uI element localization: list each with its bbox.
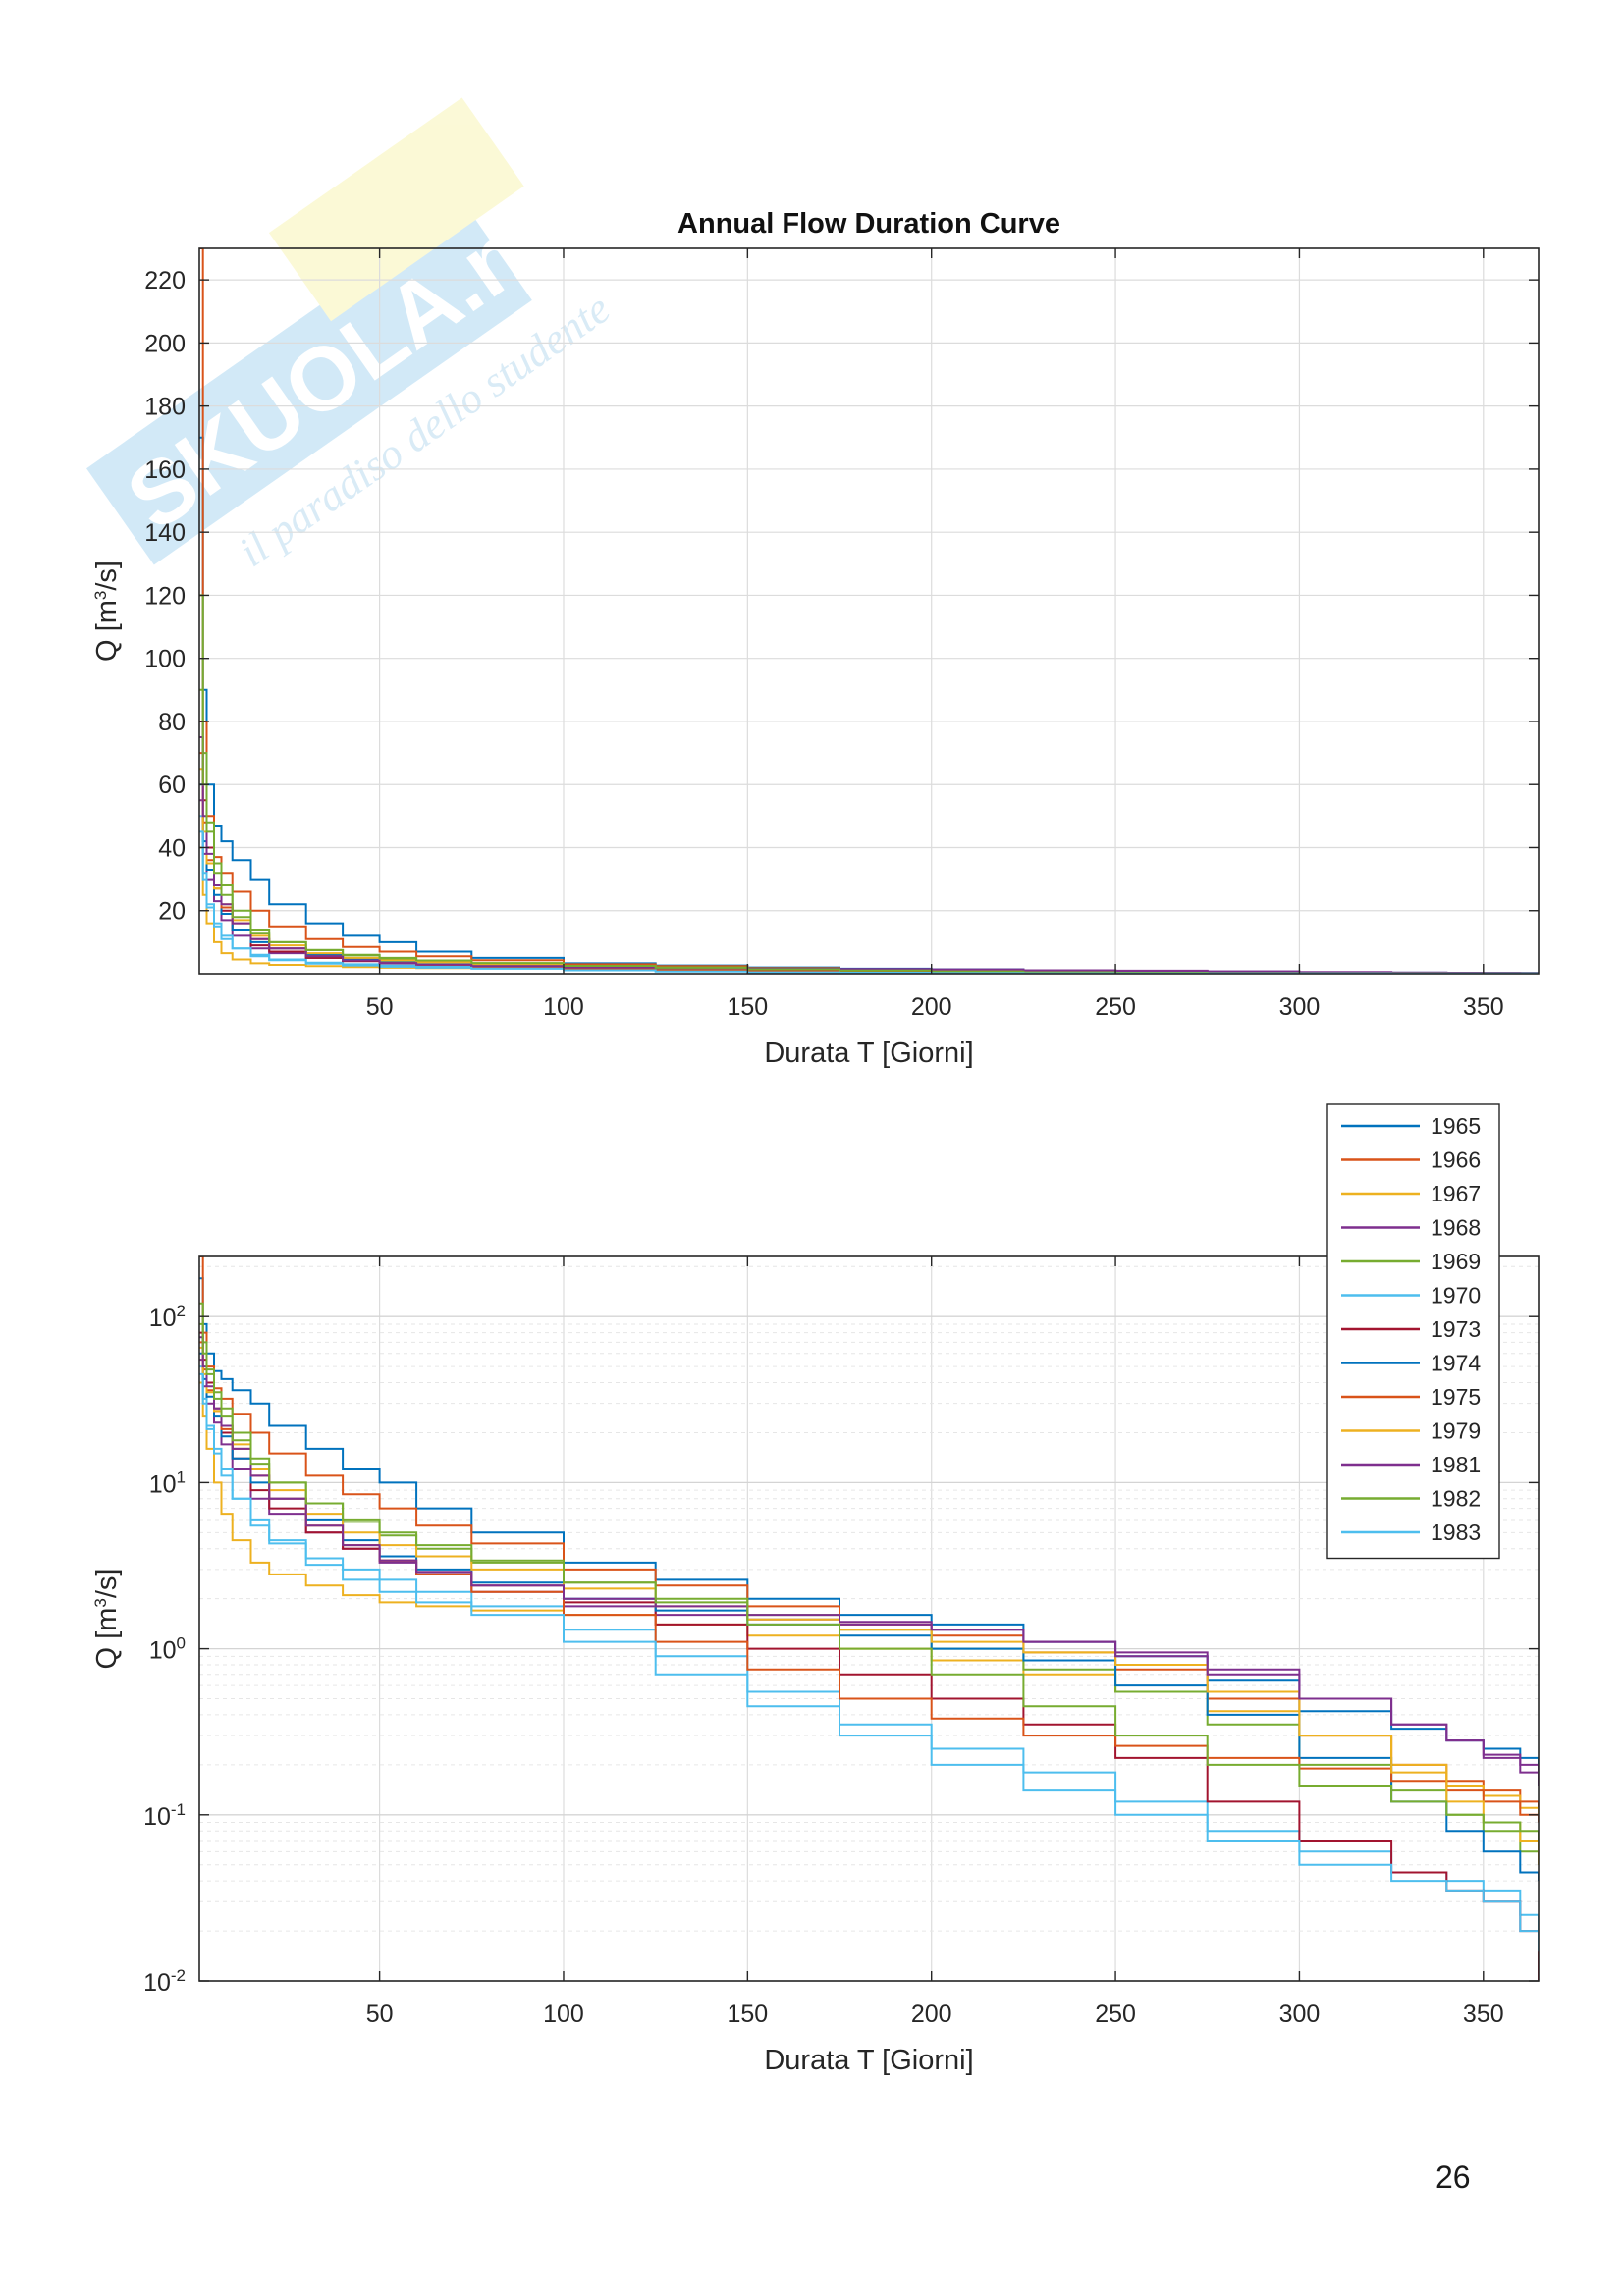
- series-line-1982: [199, 1322, 1539, 1841]
- series-line-1965: [199, 436, 1539, 974]
- x-tick-label: 300: [1279, 993, 1321, 1021]
- legend-label: 1965: [1431, 1113, 1481, 1139]
- series-line-1982: [199, 688, 1539, 974]
- legend-label: 1975: [1431, 1384, 1481, 1410]
- axes-box: [198, 1255, 1540, 1982]
- series-line-1966: [199, 248, 1539, 974]
- legend-label: 1967: [1431, 1181, 1481, 1206]
- chart-title: Annual Flow Duration Curve: [677, 208, 1060, 240]
- x-axis-label: Durata T [Giorni]: [764, 1038, 973, 1069]
- legend-label: 1969: [1431, 1249, 1481, 1274]
- x-tick-label: 150: [727, 993, 768, 1021]
- y-tick-label: 60: [158, 772, 186, 799]
- series-group: [199, 1256, 1539, 1981]
- y-tick-label: 140: [144, 519, 186, 547]
- legend-label: 1970: [1431, 1283, 1481, 1308]
- x-tick-label: 350: [1463, 993, 1504, 1021]
- legend-label: 1983: [1431, 1520, 1481, 1545]
- x-tick-label: 300: [1279, 2001, 1321, 2028]
- legend-box: [1326, 1103, 1500, 1560]
- legend-label: 1966: [1431, 1148, 1481, 1173]
- axes-box: [198, 247, 1540, 975]
- series-line-1983: [199, 1372, 1539, 1952]
- y-tick-label: 220: [144, 267, 186, 294]
- x-tick-label: 200: [911, 2001, 952, 2028]
- x-tick-label: 50: [366, 993, 394, 1021]
- series-line-1968: [199, 799, 1539, 974]
- x-tick-label: 100: [543, 993, 584, 1021]
- series-line-1975: [199, 752, 1539, 974]
- series-group: [199, 248, 1539, 974]
- x-tick-label: 250: [1095, 993, 1136, 1021]
- y-tick-label: 180: [144, 394, 186, 421]
- legend-label: 1979: [1431, 1418, 1481, 1444]
- x-tick-label: 250: [1095, 2001, 1136, 2028]
- legend-label: 1974: [1431, 1351, 1481, 1376]
- chart-1: 50 100 150 200 250 300 350 20 40 60 80 100 120 140 160…: [91, 208, 1540, 1069]
- y-tick-label: 120: [144, 582, 186, 610]
- y-tick-label: 80: [158, 709, 186, 736]
- y-tick-label: 100: [149, 1634, 186, 1665]
- y-tick-label: 40: [158, 834, 186, 862]
- legend-label: 1981: [1431, 1452, 1481, 1477]
- chart-2: 50 100 150 200 250 300 350 10-2 10-1 100 101 102 Dur…: [91, 1103, 1540, 2076]
- x-tick-label: 50: [366, 2001, 394, 2028]
- x-tick-label: 350: [1463, 2001, 1504, 2028]
- legend-label: 1982: [1431, 1486, 1481, 1512]
- y-tick-label: 200: [144, 330, 186, 357]
- x-axis-label: Durata T [Giorni]: [764, 2045, 973, 2076]
- page-number: 26: [1435, 2160, 1471, 2195]
- x-tick-label: 200: [911, 993, 952, 1021]
- y-tick-label: 10-1: [143, 1800, 186, 1831]
- y-axis-label: Q [m3/s]: [91, 561, 123, 662]
- legend: 1965 1966 1967 1968 1969 1970 1973 1974 1975 1979…: [1326, 1103, 1500, 1560]
- legend-label: 1968: [1431, 1215, 1481, 1241]
- y-tick-label: 100: [144, 646, 186, 673]
- x-tick-label: 150: [727, 2001, 768, 2028]
- x-tick-label: 100: [543, 2001, 584, 2028]
- y-tick-label: 102: [149, 1302, 186, 1332]
- series-line-1981: [199, 1336, 1539, 1773]
- series-line-1981: [199, 736, 1539, 974]
- y-tick-label: 20: [158, 898, 186, 926]
- y-axis-label: Q [m3/s]: [91, 1569, 123, 1670]
- y-tick-label: 160: [144, 456, 186, 484]
- series-line-1974: [199, 783, 1539, 974]
- y-tick-label: 101: [149, 1468, 186, 1498]
- legend-label: 1973: [1431, 1316, 1481, 1342]
- y-tick-label: 10-2: [143, 1966, 186, 1997]
- series-line-1970: [199, 815, 1539, 974]
